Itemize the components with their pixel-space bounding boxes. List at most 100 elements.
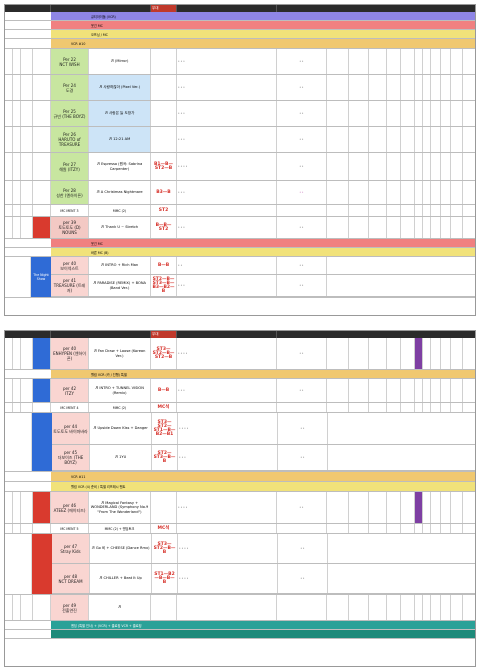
band-label: 웃긴 MC [91, 241, 103, 246]
perf-number: Per 25 [63, 108, 76, 114]
table-row: per 46 ATEEZ (에이티즈) ♬ Magical Fantasy + W… [5, 492, 475, 524]
perf-number: per 48 [63, 573, 77, 579]
table-row: Per 28 성찬 (엔하이픈) ♬ A Christmas Nightmare … [5, 181, 475, 205]
perf-number: Per 24 [63, 82, 76, 88]
band-label: 오프닝 / MC [91, 32, 108, 37]
perf-team: NCT DREAM [58, 578, 83, 584]
perf-number: Per 22 [63, 56, 76, 62]
stage-position: ST3—ST2—B—ST2—B [151, 338, 177, 369]
perf-team: ITZY [65, 390, 74, 396]
stage-position: MC석 [151, 524, 177, 533]
perf-song: ♬ Magical Fantasy + WONDERLAND (Symphony… [89, 492, 151, 523]
perf-number: per 40 [62, 260, 76, 266]
band-ending: 엔딩 (특별 인사) + (VCR) + 클로징 VCR + 클로징 [5, 621, 475, 630]
perf-song: ♬ Thank U ~ Stretch [89, 217, 151, 238]
perf-team: 해원 (ITZY) [59, 166, 80, 172]
stage-position: ST2 [151, 205, 177, 216]
band-label: 큐티아이돌 (VCR) [91, 14, 116, 19]
perf-song: ♬ Go 비 + CHEESE (Dance Rmx) [90, 534, 152, 563]
table-row: per 40 보이넥스트 ♬ INTRO + Rich Man B—B • • • … [51, 257, 475, 275]
perf-team: HARUTO of TREASURE [58, 137, 81, 147]
band-vcr-11: VCR #11 [5, 472, 475, 482]
table-row: per 41 TREASURE (트레저) ♬ PARADISE (REMIX) … [51, 275, 475, 297]
band-label: 웰컴 VCR (카 / 진행) 특별 [91, 372, 127, 377]
table-row: per 48 NCT DREAM ♬ CHILLER + Beat It Up S… [52, 564, 475, 594]
sheet-header: 무대 [5, 5, 475, 12]
perf-song: ♬ Espresso (원곡: Sabrina Carpenter) [89, 153, 151, 180]
perf-song: ♬ 12:21 AM [89, 127, 151, 152]
table-row: per 42 ITZY ♬ INTRO + TUNNEL VISION (Remi… [5, 379, 475, 403]
band-label: 웰컴 VCR (4) 준비 / 특별 리프레시 멘트 [71, 485, 126, 489]
mc-ment-detail: MMC (2) [89, 403, 151, 412]
stage-position: MC석 [151, 403, 177, 412]
perf-song: ♬ 사랑은 늘 도망가 [89, 101, 151, 126]
perf-team: 보이넥스트 [60, 265, 79, 271]
band-refresh: 웰컴 VCR (4) 준비 / 특별 리프레시 멘트 [5, 482, 475, 492]
perf-number: Per 27 [63, 161, 76, 167]
table-row-mc: MC MENT 4 MMC (2) MC석 [5, 403, 475, 413]
stage-position: B—B—ST2 [151, 217, 177, 238]
stage-position: B—B [151, 257, 177, 274]
perf-number: per 41 [62, 278, 76, 283]
table-row-mc: MC MENT 3 MMC (2) ST2 [5, 205, 475, 217]
table-row: per 39 토도토도 (D) NOUNS ♬ Thank U ~ Stretch… [5, 217, 475, 239]
table-row: per 40 ENHYPEN (엔하이픈) ♬ Fan Draw + Loose … [5, 338, 475, 370]
header-stage: 무대 [151, 5, 177, 12]
band-label: VCR #11 [71, 474, 86, 479]
band-vcr: 웰컴 VCR (카 / 진행) 특별 [5, 370, 475, 379]
perf-team: 규빈 (THE BOYZ) [53, 113, 86, 119]
band-mc-3: 바른 MC (B) [5, 248, 475, 257]
perf-number: Per 28 [63, 187, 76, 193]
table-row: per 45 더보이즈 (THE BOYZ) ♬ 1YU ST2—ST3—B—B … [52, 445, 475, 471]
perf-team: 토도토도 바이마바라 [53, 428, 88, 434]
perf-team: NCT WISH [59, 61, 80, 67]
band-label: VCR #10 [71, 41, 86, 46]
block-label: The Night Show [31, 257, 51, 297]
stage-position: ST3—ST2—ST1—B—B2—B1 [152, 413, 178, 444]
stage-position: B—B [151, 379, 177, 402]
perf-number: per 42 [62, 385, 76, 391]
perf-number: per 49 [62, 602, 76, 608]
table-row: per 47 Stray Kids ♬ Go 비 + CHEESE (Dance … [52, 534, 475, 564]
band-mc-1: 웃긴 MC [5, 21, 475, 30]
perf-song: ♬ 사랑하잖아 (Pixel Ver.) [89, 75, 151, 100]
stage-position: ST1—B2—B—B—B [152, 564, 178, 593]
perf-team: 전출연진 [62, 607, 77, 613]
perf-song: ♬ (Mirror) [89, 49, 151, 74]
band-label: 엔딩 (특별 인사) + (VCR) + 클로징 VCR + 클로징 [71, 623, 142, 628]
perf-team: Stray Kids [60, 548, 81, 554]
table-row-mc: MC MENT 5 MMC (2) + 엔딩토크 MC석 [5, 524, 475, 534]
mc-ment-label: MC MENT 3 [51, 205, 89, 216]
stage-position [151, 595, 177, 620]
perf-song: ♬ PARADISE (REMIX) + BONA (Band Ver.) [89, 275, 151, 296]
perf-song: ♬ INTRO + Rich Man [89, 257, 151, 274]
sheet-header: 무대 [5, 331, 475, 338]
table-row: Per 27 해원 (ITZY) ♬ Espresso (원곡: Sabrina … [5, 153, 475, 181]
perf-team: 토도토도 (D) NOUNS [58, 225, 81, 235]
perf-song: ♬ Fan Draw + Loose (Korean Ver.) [89, 338, 151, 369]
table-row: per 49 전출연진 ♬ [5, 595, 475, 621]
perf-number: Per 26 [63, 132, 76, 137]
stage-position [151, 101, 177, 126]
perf-team: ATEEZ (에이티즈) [53, 507, 86, 513]
perf-team: TREASURE (트레저) [53, 283, 86, 293]
mc-ment-label: MC MENT 5 [51, 524, 89, 533]
perf-number: per 39 [62, 220, 76, 225]
table-row: Per 25 규빈 (THE BOYZ) ♬ 사랑은 늘 도망가 • • • • … [5, 101, 475, 127]
mc-ment-label: MC MENT 4 [51, 403, 89, 412]
stage-position [151, 492, 177, 523]
stage-position [151, 49, 177, 74]
band-vcr-1: 큐티아이돌 (VCR) [5, 12, 475, 21]
perf-number: per 46 [62, 502, 76, 508]
band-vcr-10: VCR #10 [5, 39, 475, 49]
stage-position [151, 75, 177, 100]
perf-team: ENHYPEN (엔하이픈) [53, 351, 86, 361]
stage-position [151, 127, 177, 152]
perf-song: ♬ INTRO + TUNNEL VISION (Remix) [89, 379, 151, 402]
perf-number: per 47 [63, 543, 77, 549]
stage-position: ST2—B—ST3—B—B3—B2—B [151, 275, 177, 296]
perf-song: ♬ Upside Down Kiss + Danger [90, 413, 152, 444]
stage-position: ST3—ST2—B—B [152, 534, 178, 563]
table-row: Per 22 NCT WISH ♬ (Mirror) • • • • • [5, 49, 475, 75]
perf-song: ♬ CHILLER + Beat It Up [90, 564, 152, 593]
